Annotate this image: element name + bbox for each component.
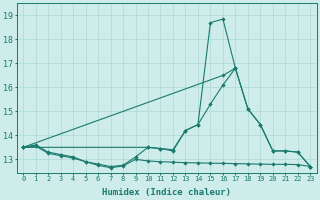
X-axis label: Humidex (Indice chaleur): Humidex (Indice chaleur) [102, 188, 231, 197]
